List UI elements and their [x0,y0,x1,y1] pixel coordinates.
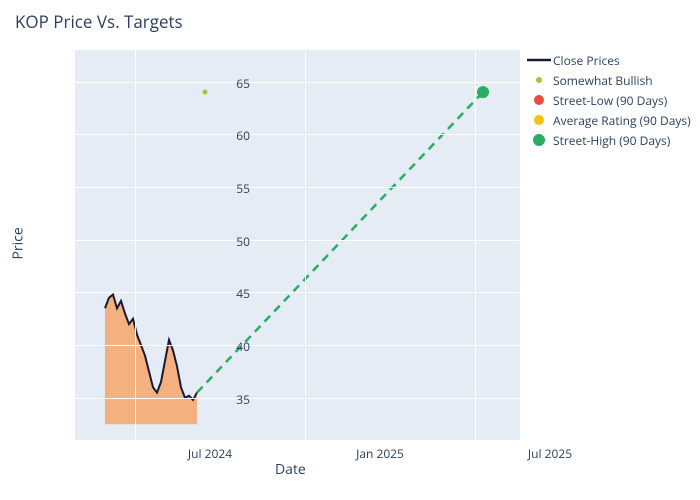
legend-item[interactable]: Close Prices [525,50,691,70]
legend-marker [525,93,553,107]
legend-label: Street-Low (90 Days) [553,92,667,109]
grid-line-v [305,50,306,440]
legend-item[interactable]: Street-High (90 Days) [525,130,691,150]
legend-marker [525,54,553,66]
y-axis-label: Price [9,227,28,259]
grid-line-h [75,345,520,346]
grid-line-h [75,292,520,293]
legend-label: Average Rating (90 Days) [553,112,691,129]
legend-label: Close Prices [553,52,620,69]
grid-line-h [75,398,520,399]
x-tick-label: Jul 2024 [188,445,232,462]
plot-svg [75,50,520,440]
grid-line-h [75,134,520,135]
grid-line-v [475,50,476,440]
y-tick-label: 60 [220,127,250,144]
x-tick-label: Jul 2025 [528,445,572,462]
x-tick-label: Jan 2025 [356,445,404,462]
legend-label: Street-High (90 Days) [553,132,670,149]
plot-area: Jul 2024Jan 2025Jul 2025 [75,50,520,440]
grid-line-h [75,82,520,83]
y-tick-label: 40 [220,338,250,355]
somewhat-bullish-marker [203,90,208,95]
legend-marker [525,113,553,127]
y-tick-label: 55 [220,180,250,197]
close-prices-area [105,295,197,425]
grid-line-h [75,240,520,241]
chart-title: KOP Price Vs. Targets [15,10,183,33]
legend-item[interactable]: Average Rating (90 Days) [525,110,691,130]
grid-line-v [135,50,136,440]
x-axis-label: Date [275,460,306,479]
legend-item[interactable]: Somewhat Bullish [525,70,691,90]
legend-label: Somewhat Bullish [553,72,653,89]
y-tick-label: 50 [220,233,250,250]
grid-line-h [75,187,520,188]
legend: Close Prices Somewhat Bullish Street-Low (… [525,50,691,150]
legend-marker [525,133,553,147]
chart-container: KOP Price Vs. Targets Price Date Jul 202… [0,0,700,500]
legend-marker [525,73,553,87]
street-high-marker [477,86,489,98]
y-tick-label: 45 [220,285,250,302]
y-tick-label: 35 [220,391,250,408]
y-tick-label: 65 [220,75,250,92]
legend-item[interactable]: Street-Low (90 Days) [525,90,691,110]
